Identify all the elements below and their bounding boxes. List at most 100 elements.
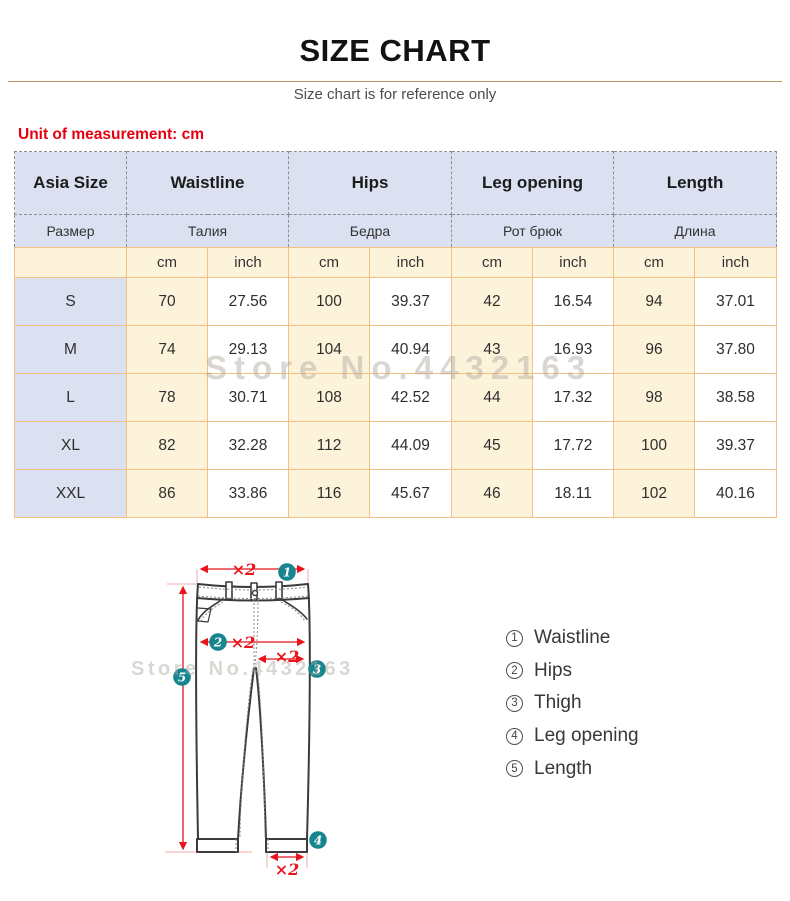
cell-value: 116 <box>288 469 370 518</box>
legend-number-circle: 3 <box>506 694 523 712</box>
col-header-ru-length: Длина <box>613 214 778 248</box>
unit-cm-header: cm <box>613 247 696 278</box>
page-title: SIZE CHART <box>299 33 491 68</box>
size-table: Asia Size Waistline Hips Leg opening Len… <box>14 151 778 518</box>
cell-value: 16.54 <box>531 277 615 326</box>
cell-value: 70 <box>126 277 208 326</box>
legend-number-circle: 4 <box>506 727 523 745</box>
unit-of-measurement-label: Unit of measurement: cm <box>18 126 205 143</box>
cell-value: 82 <box>126 421 208 470</box>
legend-item-label: Hips <box>534 659 573 681</box>
marker-number: 5 <box>178 671 186 685</box>
cell-value: 98 <box>613 373 696 422</box>
cell-value: 39.37 <box>369 277 452 326</box>
legend-number-circle: 2 <box>506 662 523 680</box>
x2-label: ×2 <box>231 633 256 652</box>
legend-item-leg-opening: 4 Leg opening <box>506 720 639 753</box>
cell-value: 44.09 <box>369 421 452 470</box>
unit-cm-header: cm <box>288 247 370 278</box>
cell-value: 100 <box>613 421 696 470</box>
divider-line <box>8 81 782 82</box>
unit-cm-header: cm <box>126 247 208 278</box>
table-unit-row: cm inch cm inch cm inch cm inch <box>14 247 778 278</box>
unit-inch-header: inch <box>207 247 289 278</box>
col-header-ru-waistline: Талия <box>126 214 289 248</box>
cell-value: 43 <box>451 325 533 374</box>
legend-number-circle: 5 <box>506 760 523 778</box>
table-row-l: L 78 30.71 108 42.52 44 17.32 98 38.58 <box>14 373 778 422</box>
x2-label: ×2 <box>275 647 300 666</box>
cell-value: 104 <box>288 325 370 374</box>
cell-value: 17.72 <box>531 421 615 470</box>
cell-value: 18.11 <box>531 469 615 518</box>
cell-value: 27.56 <box>207 277 289 326</box>
table-row-xl: XL 82 32.28 112 44.09 45 17.72 100 39.37 <box>14 421 778 470</box>
marker-number: 1 <box>283 566 291 580</box>
cell-value: 40.94 <box>369 325 452 374</box>
table-row-s: S 70 27.56 100 39.37 42 16.54 94 37.01 <box>14 277 778 326</box>
col-header-hips: Hips <box>288 151 452 215</box>
cell-value: 78 <box>126 373 208 422</box>
col-header-leg-opening: Leg opening <box>450 151 615 215</box>
cell-value: 42.52 <box>369 373 452 422</box>
marker-number: 3 <box>313 663 321 677</box>
marker-circle-1 <box>278 563 296 581</box>
size-label: XXL <box>14 469 127 518</box>
measurement-arrows <box>178 564 306 862</box>
cell-value: 112 <box>288 421 370 470</box>
marker-number: 2 <box>213 636 222 650</box>
subtitle: Size chart is for reference only <box>293 86 497 103</box>
legend-item-label: Length <box>534 757 593 779</box>
size-label: L <box>14 373 127 422</box>
pants-outline <box>195 581 311 853</box>
x2-label: ×2 <box>275 860 300 879</box>
pants-measurement-diagram: ×2 ×2 ×2 ×2 1 2 3 4 5 <box>165 560 327 879</box>
guide-lines <box>165 569 309 868</box>
cell-value: 44 <box>451 373 533 422</box>
legend-item-waistline: 1 Waistline <box>506 622 639 655</box>
table-header-row-ru: Размер Талия Бедра Рот брюк Длина <box>14 214 778 248</box>
cell-value: 32.28 <box>207 421 289 470</box>
cell-value: 16.93 <box>531 325 615 374</box>
cell-value: 86 <box>126 469 208 518</box>
stitching-dotted-lines <box>197 586 309 852</box>
cell-value: 33.86 <box>207 469 289 518</box>
col-header-length: Length <box>613 151 778 215</box>
diagram-markers: 1 2 3 4 5 <box>173 563 327 849</box>
cell-value: 100 <box>288 277 370 326</box>
legend-number-circle: 1 <box>506 629 523 647</box>
col-header-ru-leg-opening: Рот брюк <box>450 214 615 248</box>
cell-value: 45.67 <box>369 469 452 518</box>
size-label: XL <box>14 421 127 470</box>
col-header-asia-size: Asia Size <box>14 151 127 215</box>
cell-value: 40.16 <box>694 469 778 518</box>
col-header-waistline: Waistline <box>126 151 289 215</box>
unit-inch-header: inch <box>369 247 452 278</box>
table-row-m: M 74 29.13 104 40.94 43 16.93 96 37.80 <box>14 325 778 374</box>
cell-value: 37.01 <box>694 277 778 326</box>
table-header-row-en: Asia Size Waistline Hips Leg opening Len… <box>14 151 778 215</box>
legend-item-length: 5 Length <box>506 752 639 785</box>
unit-inch-header: inch <box>694 247 778 278</box>
legend-item-hips: 2 Hips <box>506 655 639 688</box>
cell-value: 46 <box>451 469 533 518</box>
marker-circle-2 <box>209 633 227 651</box>
cell-value: 39.37 <box>694 421 778 470</box>
cell-value: 108 <box>288 373 370 422</box>
col-header-ru-size: Размер <box>14 214 127 248</box>
unit-inch-header: inch <box>531 247 615 278</box>
marker-number: 4 <box>314 834 322 848</box>
cell-value: 74 <box>126 325 208 374</box>
marker-circle-4 <box>309 831 327 849</box>
cell-value: 29.13 <box>207 325 289 374</box>
cell-value: 30.71 <box>207 373 289 422</box>
unit-cm-header: cm <box>451 247 533 278</box>
cell-value: 102 <box>613 469 696 518</box>
legend-item-label: Waistline <box>534 627 611 649</box>
marker-circle-5 <box>173 668 191 686</box>
cell-value: 96 <box>613 325 696 374</box>
measurement-legend: 1 Waistline 2 Hips 3 Thigh 4 Leg opening… <box>506 622 639 785</box>
cell-value: 38.58 <box>694 373 778 422</box>
col-header-ru-hips: Бедра <box>288 214 452 248</box>
